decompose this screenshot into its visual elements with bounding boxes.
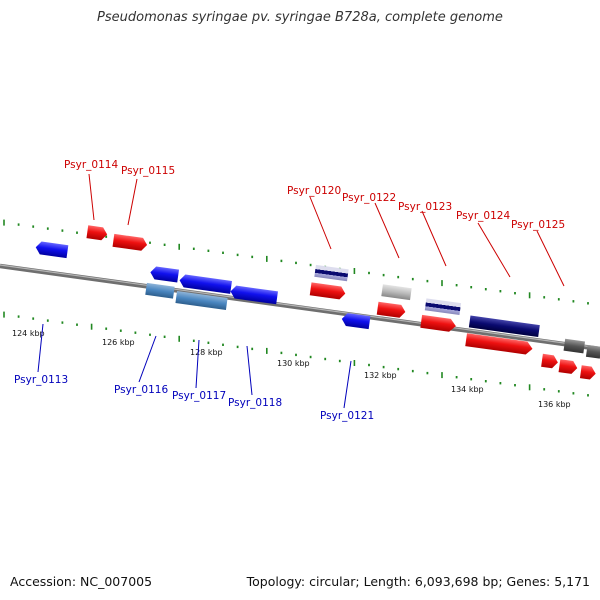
label-psyr-0125[interactable]: Psyr_0125	[511, 219, 565, 231]
label-psyr-0114[interactable]: Psyr_0114	[64, 159, 118, 171]
reverse-leaders	[37, 323, 352, 409]
label-psyr-0120[interactable]: Psyr_0120	[287, 185, 341, 197]
gene-psyr-0125[interactable]	[563, 338, 586, 354]
tick-label-134kbp: 134 kbp	[451, 385, 484, 394]
tick-label-124kbp: 124 kbp	[12, 329, 45, 338]
gene-psyr-0114[interactable]	[86, 225, 108, 241]
map-title: Pseudomonas syringae pv. syringae B728a,…	[97, 10, 503, 25]
gene-psyr-0122-feature[interactable]	[376, 301, 407, 319]
gene-psyr-0118[interactable]	[230, 285, 278, 305]
label-psyr-0124[interactable]: Psyr_0124	[456, 210, 510, 222]
label-psyr-0122[interactable]: Psyr_0122	[342, 192, 396, 204]
label-psyr-0121[interactable]: Psyr_0121	[320, 410, 374, 422]
tick-label-126kbp: 126 kbp	[102, 338, 135, 347]
label-psyr-0123[interactable]: Psyr_0123	[398, 201, 452, 213]
gene-psyr-0126-feature[interactable]	[558, 359, 579, 374]
gene-psyr-0116-feature[interactable]	[145, 282, 175, 299]
gene-psyr-0123-feature[interactable]	[420, 314, 456, 333]
gene-psyr-0125-feature[interactable]	[541, 353, 559, 369]
tick-labels: 124 kbp 126 kbp 128 kbp 130 kbp 132 kbp …	[12, 329, 571, 409]
tick-label-130kbp: 130 kbp	[277, 359, 310, 368]
genome-backbone	[0, 263, 600, 352]
tick-label-132kbp: 132 kbp	[364, 371, 397, 380]
tick-label-136kbp: 136 kbp	[538, 400, 571, 409]
gene-psyr-0127-feature[interactable]	[579, 365, 597, 380]
gene-psyr-0116[interactable]	[150, 266, 180, 283]
label-psyr-0118[interactable]: Psyr_0118	[228, 397, 282, 409]
genome-backbone-highlight	[0, 264, 600, 349]
label-psyr-0117[interactable]: Psyr_0117	[172, 390, 226, 402]
gene-psyr-0113[interactable]	[35, 241, 69, 259]
tick-label-128kbp: 128 kbp	[190, 348, 223, 357]
gene-psyr-0124-feature[interactable]	[465, 333, 533, 355]
forward-genes	[86, 225, 600, 380]
gene-psyr-0117-feature[interactable]	[175, 291, 228, 310]
label-psyr-0113[interactable]: Psyr_0113	[14, 374, 68, 386]
gene-psyr-0123[interactable]	[424, 298, 462, 316]
gene-psyr-0117[interactable]	[179, 274, 232, 294]
forward-leaders	[88, 173, 565, 287]
reverse-gene-labels: Psyr_0113 Psyr_0116 Psyr_0117 Psyr_0118 …	[14, 374, 374, 422]
gene-psyr-0124[interactable]	[468, 315, 540, 338]
reverse-genes	[35, 241, 371, 330]
label-psyr-0115[interactable]: Psyr_0115	[121, 165, 175, 177]
gene-psyr-0120[interactable]	[314, 264, 349, 282]
forward-gene-labels: Psyr_0114 Psyr_0115 Psyr_0120 Psyr_0122 …	[64, 159, 565, 231]
accession-text: Accession: NC_007005	[10, 574, 153, 589]
gene-psyr-0121[interactable]	[341, 312, 371, 330]
gene-psyr-0126[interactable]	[585, 344, 600, 359]
gene-psyr-0122[interactable]	[381, 284, 412, 301]
gene-psyr-0120-feature[interactable]	[309, 282, 346, 300]
genome-summary-text: Topology: circular; Length: 6,093,698 bp…	[246, 574, 590, 589]
gene-psyr-0115[interactable]	[112, 233, 148, 252]
label-psyr-0116[interactable]: Psyr_0116	[114, 384, 168, 396]
tick-row-reverse	[3, 311, 589, 397]
